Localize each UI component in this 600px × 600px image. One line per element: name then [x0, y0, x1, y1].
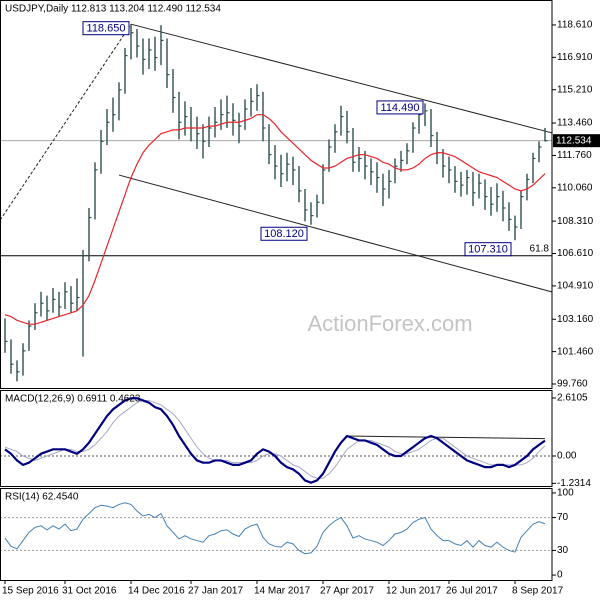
- panel-title: USDJPY,Daily 112.813 113.204 112.490 112…: [5, 4, 221, 15]
- y-tick-label: 118.610: [557, 20, 593, 31]
- annotation-box: [376, 100, 424, 115]
- y-tick-label: 116.910: [557, 52, 593, 63]
- annotation-box: [82, 21, 130, 36]
- watermark: ActionForex.com: [307, 311, 472, 336]
- y-tick-label: 30: [557, 545, 569, 556]
- x-tick-label: 8 Sep 2017: [512, 586, 564, 597]
- panel-frame: [0, 390, 553, 487]
- trend-line: [0, 23, 132, 221]
- annotation-label: 114.490: [381, 102, 420, 114]
- x-tick-label: 27 Apr 2017: [320, 586, 374, 597]
- panel-frame: [0, 488, 553, 581]
- panel-frame: [0, 0, 553, 389]
- panel-title: RSI(14) 62.4540: [5, 492, 79, 503]
- y-tick-label: 103.160: [557, 314, 594, 325]
- y-tick-label: 113.460: [557, 118, 593, 129]
- y-tick-label: 101.460: [557, 346, 594, 357]
- y-tick-label: 110.060: [557, 182, 593, 193]
- y-tick-label: 115.210: [557, 84, 593, 95]
- y-tick-label: 108.310: [557, 216, 594, 227]
- y-tick-label: 104.910: [557, 281, 594, 292]
- y-tick-label: 99.760: [557, 379, 588, 390]
- x-tick-label: 26 Jul 2017: [446, 586, 498, 597]
- annotation-label: 107.310: [468, 244, 508, 256]
- last-price-box: [553, 134, 600, 148]
- y-tick-label: -1.2314: [557, 478, 591, 489]
- annotation-label: 108.120: [264, 228, 304, 240]
- last-price-label: 112.534: [556, 135, 592, 146]
- rsi-line: [4, 502, 546, 555]
- y-tick-label: 100: [557, 488, 574, 499]
- moving-average: [4, 114, 546, 325]
- panel-title: MACD(12,26,9) 0.6911 0.4623: [5, 394, 141, 405]
- trend-line: [130, 23, 553, 134]
- y-tick-label: 106.610: [557, 248, 594, 259]
- macd-line: [4, 397, 546, 484]
- annotation-box: [260, 226, 308, 241]
- annotation-label: 118.650: [87, 23, 126, 35]
- y-tick-label: 2.6105: [557, 393, 588, 404]
- x-tick-label: 15 Sep 2016: [2, 586, 59, 597]
- x-tick-label: 27 Jan 2017: [188, 586, 243, 597]
- y-tick-label: 0: [557, 570, 563, 581]
- y-tick-label: 111.760: [557, 150, 592, 161]
- annotation-box: [464, 242, 512, 257]
- fib-label: 61.8: [530, 243, 550, 254]
- x-tick-label: 31 Oct 2016: [62, 586, 117, 597]
- x-tick-label: 12 Jun 2017: [386, 586, 441, 597]
- trend-line: [118, 174, 553, 293]
- x-tick-label: 14 Mar 2017: [254, 586, 311, 597]
- trend-line: [346, 435, 546, 440]
- signal-line: [4, 399, 546, 479]
- y-tick-label: 70: [557, 512, 569, 523]
- x-tick-label: 14 Dec 2016: [128, 586, 185, 597]
- y-tick-label: 0.00: [557, 451, 577, 462]
